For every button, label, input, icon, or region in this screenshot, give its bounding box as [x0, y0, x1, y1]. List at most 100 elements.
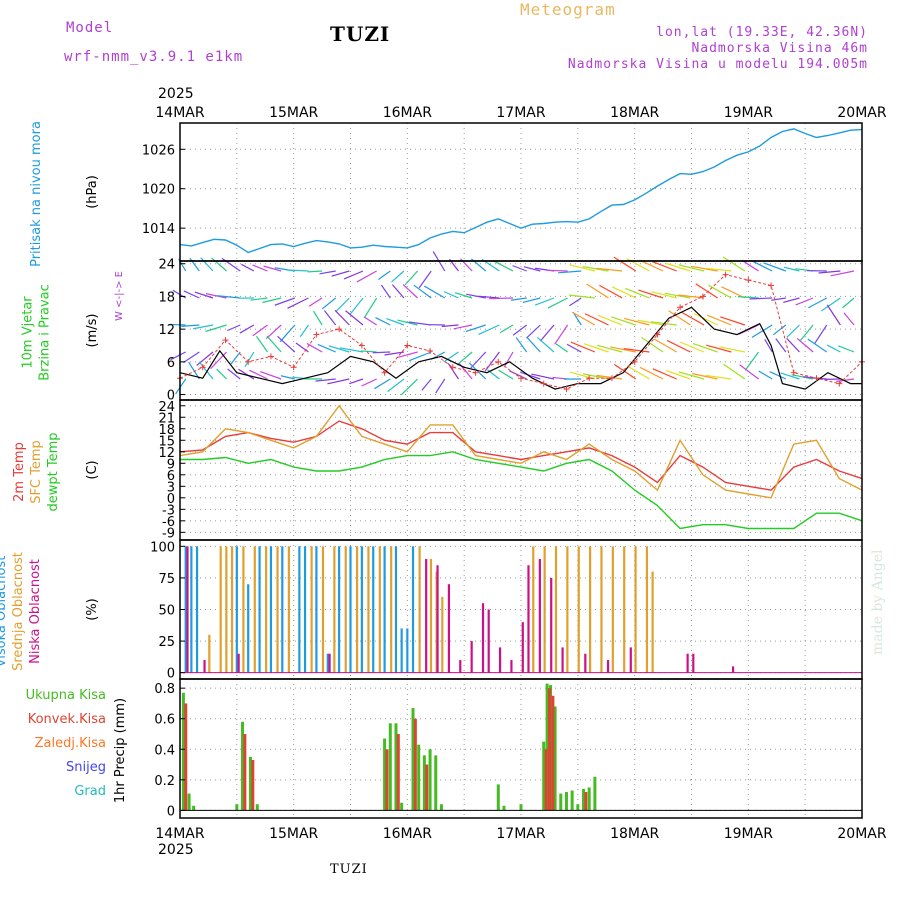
- bar: [243, 733, 247, 811]
- wind-arrow: [826, 304, 841, 326]
- model-elevation-label: Nadmorska Visina u modelu 194.005m: [567, 57, 868, 72]
- wind-arrow: [512, 265, 527, 272]
- wind-arrow: [249, 369, 268, 380]
- bar: [181, 692, 185, 811]
- wind-arrow: [744, 351, 760, 371]
- wind-arrow: [679, 341, 705, 353]
- bar: [634, 546, 637, 673]
- wind-arrow: [706, 314, 732, 326]
- x-tick-label-top: 15MAR: [269, 105, 318, 121]
- series-line: [179, 420, 863, 491]
- wind-arrow: [814, 324, 828, 344]
- bar: [367, 546, 370, 673]
- panel-unit: (%): [85, 598, 100, 621]
- wind-arrow: [404, 270, 419, 286]
- wind-arrow: [818, 270, 841, 274]
- wind-arrow: [181, 324, 200, 327]
- wind-arrow: [695, 283, 718, 299]
- bar: [611, 546, 614, 673]
- bar: [333, 546, 336, 673]
- wind-arrow: [378, 270, 391, 280]
- wind-arrow: [570, 341, 596, 353]
- wind-arrow: [830, 270, 855, 277]
- y-tick-label: 0.2: [154, 774, 175, 789]
- wind-arrow: [652, 368, 677, 380]
- bar: [253, 546, 256, 673]
- y-tick-label: 24: [158, 400, 175, 415]
- bar: [413, 718, 417, 811]
- wind-arrow: [571, 311, 596, 326]
- wind-arrow: [691, 265, 718, 272]
- bar: [576, 804, 580, 811]
- x-tick-label-top: 20MAR: [837, 105, 886, 121]
- wind-arrow: [800, 324, 814, 341]
- y-tick-label: 21: [158, 411, 175, 426]
- wind-arrow: [692, 343, 718, 353]
- bar: [303, 546, 307, 673]
- wind-arrow: [391, 270, 405, 283]
- wind-arrow: [572, 311, 582, 326]
- x-tick-label-top: 16MAR: [383, 105, 432, 121]
- wind-arrow: [566, 343, 582, 353]
- wind-arrow: [241, 263, 255, 272]
- wind-arrow: [465, 324, 486, 332]
- bar: [406, 628, 409, 673]
- bar: [219, 546, 222, 673]
- wind-arrow: [361, 378, 377, 387]
- wind-arrow: [230, 351, 241, 365]
- wind-arrow: [520, 371, 541, 380]
- series-line: [179, 128, 863, 254]
- bar: [589, 546, 592, 673]
- wind-arrow: [526, 324, 541, 339]
- wind-arrow: [386, 317, 405, 326]
- wind-arrow: [323, 310, 337, 326]
- wind-arrow: [623, 348, 650, 353]
- wind-arrow: [387, 378, 405, 393]
- wind-arrow: [421, 378, 432, 391]
- series-line: [179, 404, 863, 499]
- bar: [692, 653, 695, 673]
- year-label-bottom: 2025: [158, 842, 194, 858]
- bar: [470, 641, 473, 673]
- wind-arrow: [319, 270, 336, 275]
- precip-legend-item: Grad: [74, 784, 106, 799]
- wind-arrow: [639, 366, 664, 380]
- bar: [372, 546, 375, 673]
- bar: [385, 749, 389, 811]
- wind-arrow: [262, 297, 282, 304]
- panel-ylabel: Srednja Oblacnost: [11, 552, 26, 671]
- content-layer: [169, 128, 865, 811]
- wind-arrow: [582, 373, 609, 380]
- wind-arrow: [512, 324, 528, 336]
- year-label-top: 2025: [158, 86, 194, 102]
- wind-arrow: [170, 351, 186, 361]
- wind-arrow: [783, 266, 800, 272]
- wind-arrow: [299, 324, 309, 338]
- wind-arrow: [596, 344, 623, 353]
- wind-arrow: [279, 324, 296, 343]
- bar: [225, 546, 228, 673]
- wind-arrow: [454, 292, 473, 299]
- bar: [521, 622, 524, 673]
- bar: [269, 546, 273, 673]
- wind-arrow: [200, 257, 214, 272]
- bar: [208, 634, 211, 673]
- wind-arrow: [408, 321, 432, 326]
- wind-arrow: [692, 373, 718, 380]
- bar: [542, 741, 546, 811]
- bar: [600, 546, 603, 673]
- bar: [237, 653, 240, 673]
- wind-arrow: [317, 343, 336, 353]
- bar: [425, 764, 429, 811]
- bar: [510, 660, 513, 673]
- wind-arrow: [349, 297, 364, 316]
- wind-arrow: [384, 351, 405, 356]
- bar: [276, 546, 279, 673]
- wind-arrow: [843, 312, 855, 326]
- wind-arrow: [719, 346, 746, 353]
- wind-arrow: [705, 267, 732, 272]
- wind-arrow: [826, 344, 841, 353]
- panel-ylabel: Visoka Oblacnost: [0, 556, 9, 668]
- wind-arrow: [758, 370, 773, 380]
